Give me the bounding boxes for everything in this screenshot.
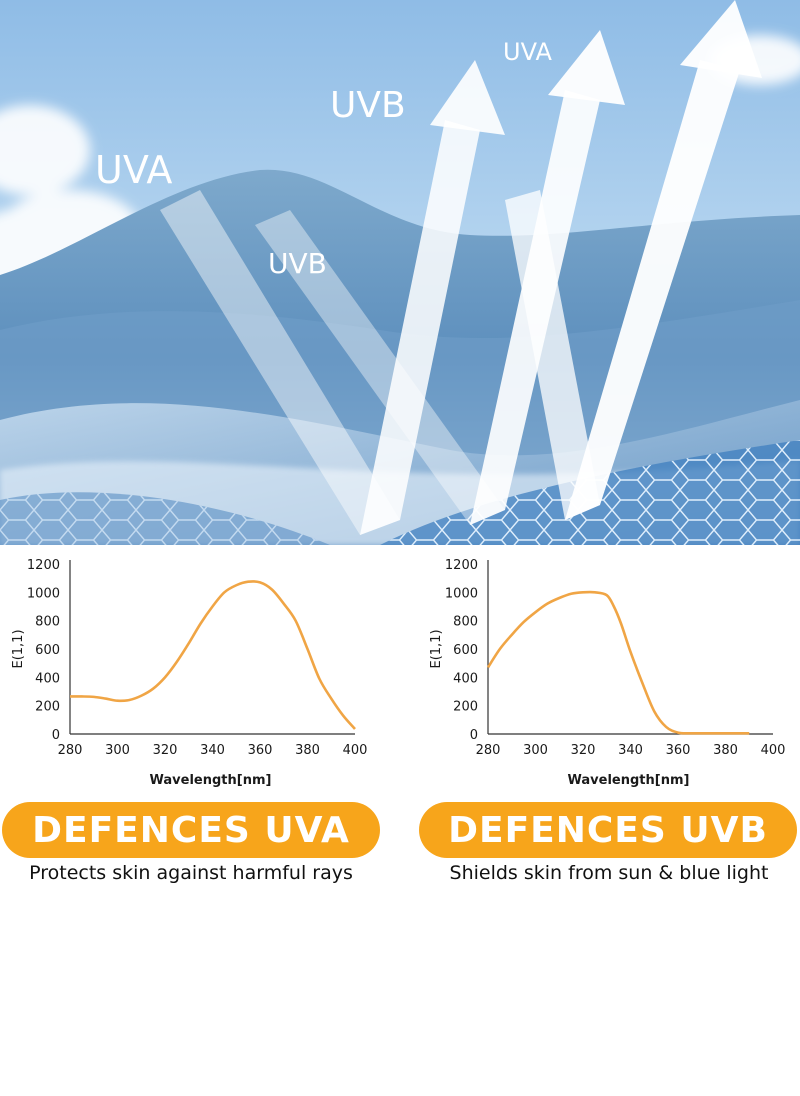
y-tick-label: 200 — [453, 700, 478, 715]
y-axis-label: E(1,1) — [429, 629, 444, 668]
y-tick-label: 1000 — [27, 586, 60, 601]
uvb-caption: Shields skin from sun & blue light — [449, 862, 769, 884]
y-tick-label: 400 — [35, 671, 60, 686]
x-tick-label: 340 — [618, 743, 643, 758]
x-tick-label: 400 — [761, 743, 786, 758]
y-tick-label: 400 — [453, 671, 478, 686]
x-tick-label: 300 — [523, 743, 548, 758]
uvb-absorption-chart: 0 200 400 600 800 1000 1200 280 300 320 340 360 380 4… — [429, 558, 786, 788]
x-tick-label: 340 — [200, 743, 225, 758]
uva-caption: Protects skin against harmful rays — [29, 862, 353, 884]
hero-illustration: UVA UVB UVB UVA — [0, 0, 800, 545]
x-axis-label: Wavelength[nm] — [150, 773, 272, 788]
y-tick-label: 1000 — [445, 586, 478, 601]
x-tick-label: 400 — [343, 743, 368, 758]
x-tick-label: 380 — [713, 743, 738, 758]
y-tick-label: 600 — [453, 643, 478, 658]
x-tick-label: 380 — [295, 743, 320, 758]
x-tick-label: 360 — [666, 743, 691, 758]
x-tick-label: 280 — [476, 743, 501, 758]
y-tick-label: 800 — [453, 615, 478, 630]
hero-label-uvb-left: UVB — [268, 247, 327, 280]
uva-chart-panel: 0 200 400 600 800 1000 1200 280 300 320 340 360 380 4… — [0, 552, 382, 792]
y-tick-label: 200 — [35, 700, 60, 715]
x-tick-label: 320 — [571, 743, 596, 758]
hero-label-uva-left: UVA — [95, 148, 173, 192]
y-tick-label: 800 — [35, 615, 60, 630]
x-tick-label: 300 — [105, 743, 130, 758]
y-tick-label: 600 — [35, 643, 60, 658]
defences-uva-badge: DEFENCES UVA — [2, 802, 380, 858]
y-tick-label: 1200 — [27, 558, 60, 573]
uvb-chart-panel: 0 200 400 600 800 1000 1200 280 300 320 340 360 380 4… — [418, 552, 800, 792]
defences-uvb-badge: DEFENCES UVB — [419, 802, 797, 858]
hero-graphic — [0, 0, 800, 545]
absorbance-curve — [69, 580, 356, 730]
x-tick-label: 360 — [248, 743, 273, 758]
x-tick-label: 280 — [58, 743, 83, 758]
y-axis-label: E(1,1) — [11, 629, 26, 668]
defences-uvb-title: DEFENCES UVB — [448, 809, 768, 851]
y-tick-label: 1200 — [445, 558, 478, 573]
defences-uva-title: DEFENCES UVA — [32, 809, 350, 851]
hero-label-uva-top: UVA — [503, 38, 552, 66]
hero-label-uvb-top: UVB — [330, 85, 406, 126]
x-tick-label: 320 — [153, 743, 178, 758]
absorbance-curve — [486, 590, 750, 735]
y-tick-label: 0 — [470, 728, 478, 743]
x-axis-label: Wavelength[nm] — [568, 773, 690, 788]
uva-absorption-chart: 0 200 400 600 800 1000 1200 280 300 320 340 360 380 4… — [11, 558, 368, 788]
y-tick-label: 0 — [52, 728, 60, 743]
